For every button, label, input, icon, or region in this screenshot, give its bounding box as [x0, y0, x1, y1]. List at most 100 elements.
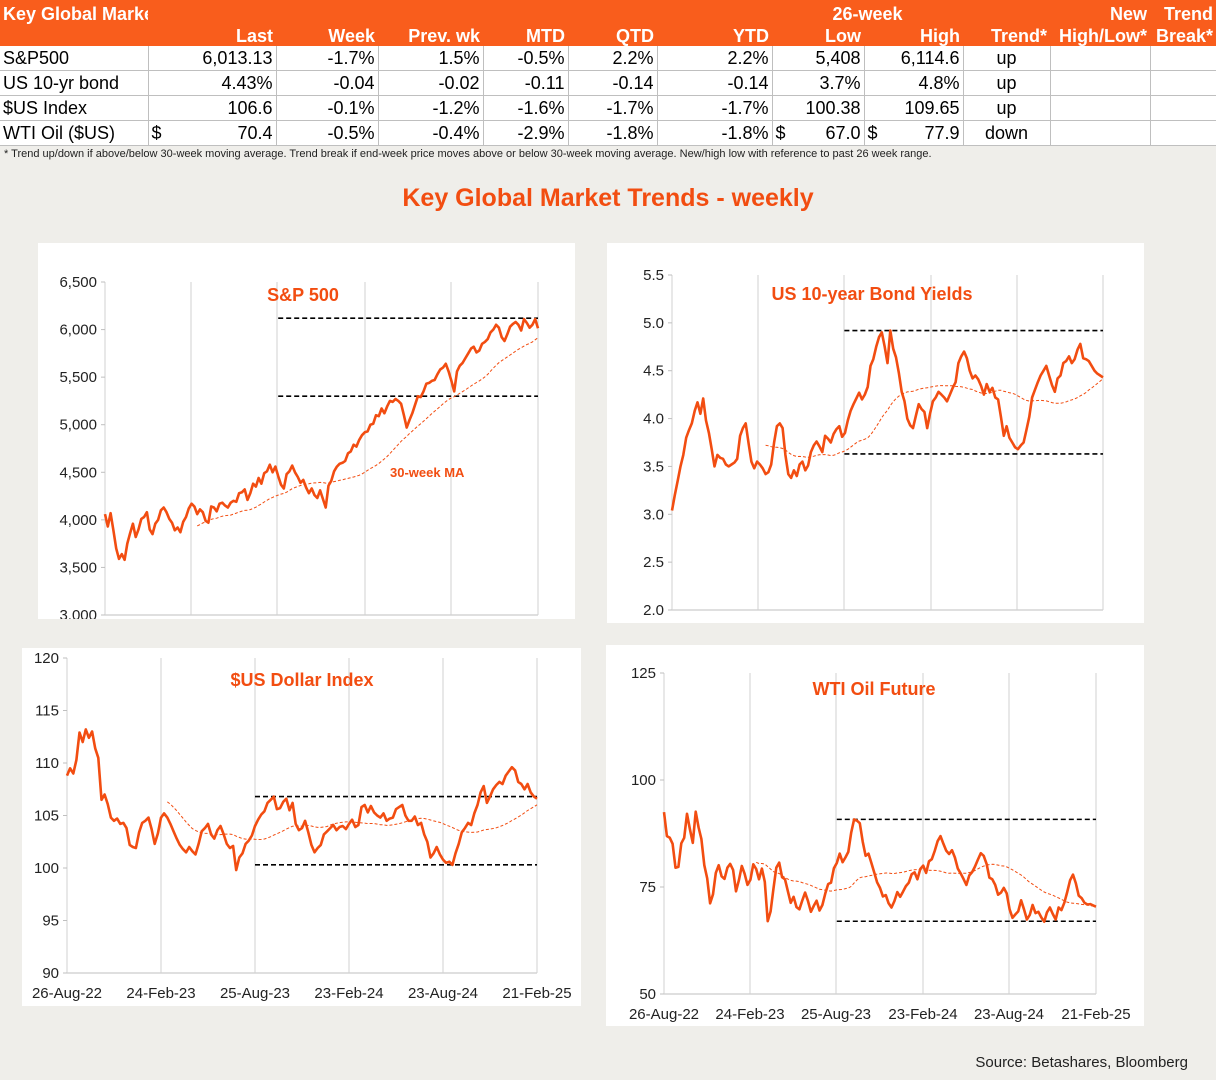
- trend-value: up: [963, 70, 1051, 96]
- us10y-moving-average-line: [765, 378, 1104, 458]
- week-value: -0.1%: [276, 95, 379, 121]
- sp500-y-tick-label: 5,000: [59, 417, 97, 434]
- mtd-value: -2.9%: [483, 120, 569, 146]
- header-last: Last: [148, 24, 276, 46]
- sp500-ma-annotation: 30-week MA: [390, 465, 465, 480]
- us10y-chart-svg: 2.0 2.5 3.0 3.5 4.0 4.5 5.0 5.5 US 10-year Bond …: [643, 267, 1104, 619]
- wti-y-tick-label: 50: [639, 986, 656, 1003]
- source-note: Source: Betashares, Bloomberg: [975, 1054, 1188, 1071]
- sp500-series-line: [103, 317, 540, 562]
- ytd-value: -1.7%: [657, 95, 773, 121]
- table-header-row-2: Last Week Prev. wk MTD QTD YTD Low High …: [0, 24, 1216, 46]
- usd-chart-title: $US Dollar Index: [230, 670, 373, 690]
- low-currency: $: [775, 123, 786, 143]
- sp500-y-tick-label: 5,500: [59, 369, 97, 386]
- low-value: 5,408: [815, 48, 861, 68]
- header-mtd: MTD: [483, 24, 568, 46]
- last-value: 6,013.13: [202, 48, 273, 68]
- row-name: WTI Oil ($US): [0, 120, 149, 146]
- row-name: S&P500: [0, 46, 149, 71]
- us10y-series-line: [670, 329, 1104, 511]
- usd-y-tick-label: 95: [42, 913, 59, 930]
- new-high-low-value: [1050, 95, 1151, 121]
- wti-chart-svg: 50 75 100 125 26-Aug-22 24-Feb-23 25-Aug-23 23-…: [629, 665, 1131, 1023]
- main-title: Key Global Market Trends - weekly: [402, 184, 814, 212]
- trend-value: up: [963, 46, 1051, 71]
- new-high-low-value: [1050, 46, 1151, 71]
- low-cell: 3.7%: [772, 70, 865, 96]
- usd-x-tick-label: 23-Aug-24: [408, 985, 478, 1002]
- table-row: S&P500 6,013.13 -1.7% 1.5% -0.5% 2.2% 2.2% 5,40…: [0, 46, 1216, 71]
- mtd-value: -0.5%: [483, 46, 569, 71]
- ytd-value: 2.2%: [657, 46, 773, 71]
- last-cell: 6,013.13: [148, 46, 277, 71]
- week-value: -0.5%: [276, 120, 379, 146]
- low-value: 67.0: [825, 123, 861, 143]
- usd-x-tick-label: 23-Feb-24: [314, 985, 383, 1002]
- usd-y-tick-label: 110: [35, 755, 59, 772]
- us10y-y-tick-label: 3.0: [643, 506, 664, 523]
- sp500-y-tick-label: 4,500: [59, 464, 97, 481]
- ytd-value: -1.8%: [657, 120, 773, 146]
- high-cell: 109.65: [864, 95, 964, 121]
- wti-series-line: [662, 810, 1097, 924]
- wti-x-tick-label: 26-Aug-22: [629, 1006, 699, 1023]
- us10y-chart-title: US 10-year Bond Yields: [771, 284, 972, 304]
- row-name: $US Index: [0, 95, 149, 121]
- low-cell: 5,408: [772, 46, 865, 71]
- header-high-low: High/Low*: [1050, 24, 1150, 46]
- trend-value: up: [963, 95, 1051, 121]
- prev-wk-value: -0.4%: [378, 120, 484, 146]
- wti-x-tick-label: 24-Feb-23: [715, 1006, 784, 1023]
- header-trend-star: Trend*: [963, 24, 1050, 46]
- usd-x-tick-label: 21-Feb-25: [502, 985, 571, 1002]
- trend-break-value: [1150, 46, 1216, 71]
- trend-break-value: [1150, 70, 1216, 96]
- wti-y-tick-label: 100: [631, 772, 656, 789]
- us10y-y-tick-label: 2.5: [643, 554, 664, 571]
- last-value: 106.6: [227, 98, 273, 118]
- high-value: 6,114.6: [900, 48, 960, 68]
- us10y-chart-panel: 2.0 2.5 3.0 3.5 4.0 4.5 5.0 5.5 US 10-year Bond …: [607, 243, 1144, 623]
- last-cell: 106.6: [148, 95, 277, 121]
- low-value: 100.38: [805, 98, 861, 118]
- high-value: 4.8%: [918, 73, 960, 93]
- new-high-low-value: [1050, 120, 1151, 146]
- trend-break-value: [1150, 120, 1216, 146]
- trend-break-value: [1150, 95, 1216, 121]
- usd-index-chart-panel: 90 95 100 105 110 115 120 26-Aug-22 24-Feb-23 25-…: [22, 648, 581, 1006]
- sp500-moving-average-line: [196, 337, 539, 527]
- table-row: $US Index 106.6 -0.1% -1.2% -1.6% -1.7% -1.7% 1…: [0, 95, 1216, 121]
- usd-series-line: [65, 728, 538, 872]
- key-markets-table: Key Global Markets 26-week New Trend Las…: [0, 0, 1216, 146]
- usd-y-tick-label: 100: [34, 860, 59, 877]
- wti-x-tick-label: 25-Aug-23: [801, 1006, 871, 1023]
- week-value: -1.7%: [276, 46, 379, 71]
- usd-chart-svg: 90 95 100 105 110 115 120 26-Aug-22 24-Feb-23 25-…: [32, 650, 572, 1002]
- last-value: 70.4: [237, 123, 273, 143]
- mtd-value: -1.6%: [483, 95, 569, 121]
- prev-wk-value: 1.5%: [378, 46, 484, 71]
- sp500-y-tick-label: 4,000: [59, 512, 97, 529]
- high-cell: 6,114.6: [864, 46, 964, 71]
- header-26-week: 26-week: [772, 0, 963, 24]
- us10y-y-tick-label: 2.0: [643, 602, 664, 619]
- sp500-y-tick-label: 6,000: [59, 322, 97, 339]
- header-low: Low: [772, 24, 864, 46]
- sp500-y-tick-label: 3,000: [59, 607, 97, 619]
- header-high: High: [864, 24, 963, 46]
- us10y-y-tick-label: 4.0: [643, 411, 664, 428]
- new-high-low-value: [1050, 70, 1151, 96]
- table-title: Key Global Markets: [0, 0, 148, 24]
- high-cell: 4.8%: [864, 70, 964, 96]
- last-cell: 4.43%: [148, 70, 277, 96]
- wti-oil-chart-panel: 50 75 100 125 26-Aug-22 24-Feb-23 25-Aug-23 23-…: [606, 645, 1144, 1026]
- high-cell: $77.9: [864, 120, 964, 146]
- sp500-chart-title: S&P 500: [267, 285, 339, 305]
- table-footnote: * Trend up/down if above/below 30-week m…: [4, 148, 932, 160]
- header-new: New: [1050, 0, 1150, 24]
- header-ytd: YTD: [657, 24, 772, 46]
- usd-y-tick-label: 115: [35, 703, 59, 720]
- usd-x-tick-label: 26-Aug-22: [32, 985, 102, 1002]
- wti-y-tick-label: 125: [631, 665, 656, 682]
